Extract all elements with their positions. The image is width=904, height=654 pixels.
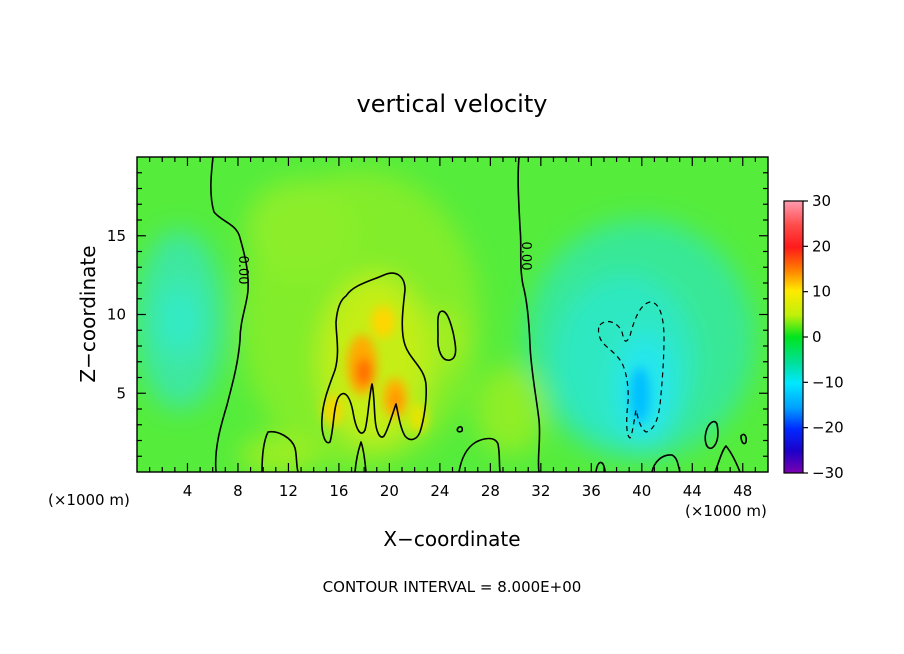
colorbar-tick-label: −10 [812, 373, 844, 391]
y-tick-label: 10 [107, 306, 126, 324]
x-tick-label: 8 [233, 482, 243, 500]
low-contour-c [458, 437, 501, 472]
colorbar-tick-label: −20 [812, 419, 844, 437]
colorbar-tick-label: 20 [812, 237, 831, 255]
colorbar-tick-label: 0 [812, 328, 822, 346]
x-tick-label: 28 [481, 482, 500, 500]
x-tick-label: 48 [733, 482, 752, 500]
x-tick-label: 36 [582, 482, 601, 500]
small-updraft-contour [437, 310, 457, 361]
colorbar-tick-label: 30 [812, 192, 831, 210]
chart-title: vertical velocity [357, 90, 548, 118]
low-contour-f [704, 420, 719, 450]
contour-label-right: 0.00 [518, 242, 533, 271]
colorbar-ticks [803, 200, 808, 474]
y-tick-labels: 5 10 15 [107, 227, 126, 403]
x-tick-label: 40 [632, 482, 651, 500]
colorbar-gradient [783, 200, 804, 474]
x-tick-label: 12 [279, 482, 298, 500]
colorbar: 30 20 10 0 −10 −20 −30 [783, 192, 844, 482]
zero-contour-right [517, 157, 541, 472]
x-unit-right: (×1000 m) [685, 502, 767, 520]
low-contour-b [354, 441, 367, 472]
low-contour-d [595, 461, 606, 472]
contour-label-left: 0.00 [235, 256, 250, 285]
updraft-contour [321, 272, 427, 444]
x-tick-labels: 4 8 12 16 20 24 28 32 36 40 44 48 [183, 482, 753, 500]
x-tick-label: 20 [380, 482, 399, 500]
y-axis-title: Z−coordinate [76, 245, 100, 382]
x-unit-left: (×1000 m) [48, 491, 130, 509]
colorbar-tick-label: 10 [812, 283, 831, 301]
colorbar-tick-label: −30 [812, 464, 844, 482]
low-contour-a [261, 430, 299, 472]
contour-interval-note: CONTOUR INTERVAL = 8.000E+00 [323, 578, 582, 596]
x-tick-label: 44 [683, 482, 702, 500]
x-axis-title: X−coordinate [383, 527, 520, 551]
low-contour-h [740, 433, 747, 445]
x-tick-label: 24 [430, 482, 449, 500]
contour-lines [210, 157, 747, 472]
heatmap-field [137, 157, 768, 472]
y-tick-label: 15 [107, 227, 126, 245]
x-tick-label: 32 [531, 482, 550, 500]
y-tick-label: 5 [116, 384, 126, 402]
zero-contour-left [210, 157, 249, 472]
axis-ticks [137, 157, 768, 472]
tiny-contour [456, 425, 464, 433]
colorbar-tick-labels: 30 20 10 0 −10 −20 −30 [812, 192, 844, 482]
low-contour-e [651, 454, 681, 472]
downdraft-contour [597, 301, 665, 439]
x-tick-label: 16 [329, 482, 348, 500]
low-contour-g [714, 445, 741, 472]
x-tick-label: 4 [183, 482, 193, 500]
